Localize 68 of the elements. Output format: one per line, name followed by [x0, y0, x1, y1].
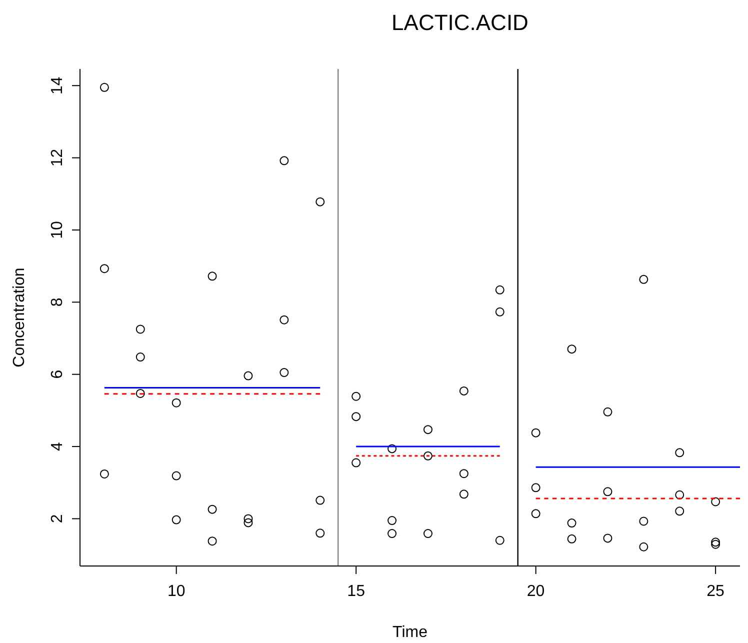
point — [136, 324, 145, 334]
point — [172, 471, 181, 480]
point — [459, 490, 468, 499]
y-tick-label: 4 — [49, 442, 66, 451]
x-tick-label: 15 — [347, 583, 366, 600]
y-tick-label: 10 — [49, 220, 66, 239]
point — [675, 448, 684, 458]
point — [531, 428, 540, 438]
x-tick-label: 10 — [167, 583, 186, 600]
point — [675, 506, 684, 516]
y-tick-label: 2 — [49, 514, 66, 524]
y-tick-label: 12 — [49, 148, 66, 167]
point — [711, 497, 720, 506]
point — [639, 516, 648, 526]
point — [316, 197, 325, 206]
point — [603, 407, 612, 416]
point — [244, 371, 253, 380]
point — [388, 529, 397, 538]
point — [172, 398, 181, 408]
point — [603, 534, 612, 543]
y-axis-title: Concentration — [11, 268, 28, 368]
point — [495, 307, 504, 316]
point — [208, 504, 217, 514]
chart-title: LACTIC.ACID — [392, 10, 528, 35]
y-tick-label: 6 — [49, 370, 66, 379]
point — [423, 425, 432, 434]
point — [567, 534, 576, 544]
x-tick-label: 20 — [526, 583, 545, 600]
point — [316, 528, 325, 538]
point — [531, 509, 540, 518]
point — [280, 315, 289, 324]
point — [423, 529, 432, 538]
point — [316, 496, 325, 505]
point — [459, 386, 468, 396]
point — [639, 274, 648, 284]
point — [459, 469, 468, 478]
point — [172, 515, 181, 524]
point — [280, 368, 289, 378]
y-tick-label: 8 — [49, 298, 66, 307]
point — [244, 518, 253, 528]
point — [280, 156, 289, 166]
point — [100, 264, 109, 274]
point — [208, 272, 217, 281]
point — [423, 451, 432, 460]
point — [100, 469, 109, 478]
point — [100, 82, 109, 92]
point — [711, 540, 720, 549]
y-tick-label: 14 — [49, 76, 66, 94]
point — [244, 514, 253, 524]
x-tick-label: 25 — [706, 583, 725, 600]
point — [639, 542, 648, 552]
point — [495, 285, 504, 294]
point — [136, 388, 145, 398]
point — [136, 352, 145, 362]
point — [711, 538, 720, 547]
point — [603, 487, 612, 496]
point — [531, 483, 540, 492]
point — [352, 412, 361, 422]
point — [388, 516, 397, 526]
point — [567, 518, 576, 528]
point — [567, 344, 576, 354]
point — [675, 490, 684, 500]
x-axis-title: Time — [392, 624, 428, 641]
point — [208, 536, 217, 546]
point — [388, 444, 397, 454]
point — [352, 458, 361, 468]
point — [495, 536, 504, 545]
point — [352, 392, 361, 401]
